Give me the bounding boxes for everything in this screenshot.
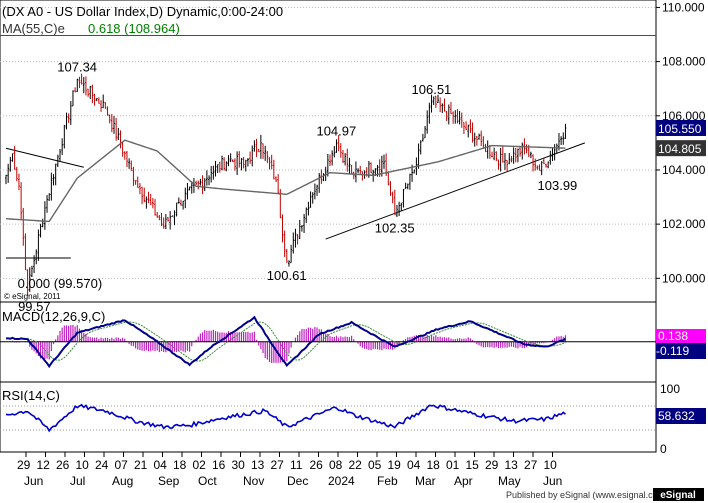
footer-text: Published by eSignal (www.esignal.com): [506, 490, 668, 500]
price-annotations: 107.34 106.51 104.97 102.35 100.61 103.99 0.00…: [18, 59, 578, 313]
x-day-label: 10: [544, 458, 558, 472]
esignal-logo: [653, 488, 704, 501]
x-day-label: 11: [290, 458, 303, 472]
x-day-label: 24: [95, 458, 109, 472]
ma-line: [5, 139, 566, 223]
rsi-value-tag: 58.632: [656, 408, 706, 424]
esignal-logo-text: eSignal: [660, 490, 696, 501]
rsi-grid: [0, 405, 656, 431]
rsi-panel: [0, 381, 657, 453]
x-day-label: 26: [310, 458, 324, 472]
macd-title: MACD(12,26,9,C): [2, 309, 105, 324]
price-y-grid: [0, 6, 656, 279]
x-month-label: Jun: [24, 474, 43, 488]
trendline: [5, 147, 84, 168]
x-day-label: 04: [407, 458, 421, 472]
macd-tag-bg: [656, 329, 706, 343]
x-month-label: Nov: [243, 474, 264, 488]
candlesticks: [5, 73, 567, 296]
x-month-label: Jul: [70, 474, 85, 488]
x-day-label: 04: [154, 458, 168, 472]
x-month-label: Jun: [543, 474, 562, 488]
x-day-label: 12: [37, 458, 51, 472]
x-day-label: 08: [329, 458, 343, 472]
chart-title: (DX A0 - US Dollar Index,D) Dynamic,0:00…: [2, 4, 283, 19]
rsi-tag-bg: [656, 408, 706, 424]
x-month-label: Feb: [377, 474, 398, 488]
x-axis: 29 12 26 10 24 07 21 04 18 02 16 30 13 27 11 26 08 22 05 19…: [17, 452, 562, 488]
macd-signal-tag-bg: [656, 343, 706, 359]
price-tick-label: 100.000: [662, 271, 706, 285]
x-day-label: 15: [466, 458, 480, 472]
price-value-tags: 105.550 104.805: [656, 119, 706, 157]
price-annotation: 100.61: [267, 268, 307, 283]
x-day-label: 02: [193, 458, 207, 472]
price-tick-label: 104.000: [662, 163, 706, 177]
x-month-label: Apr: [454, 474, 473, 488]
x-day-label: 27: [271, 458, 285, 472]
price-y-axis: 100.000 102.000 104.000 106.000 108.000 110.0…: [656, 0, 706, 285]
rsi-tick-label: 0: [660, 442, 667, 456]
x-day-label: 18: [427, 458, 441, 472]
x-day-label: 21: [134, 458, 148, 472]
macd-value-label: 0.138: [658, 329, 688, 343]
fib-label: 0.618 (108.964): [88, 21, 180, 36]
x-month-label: Oct: [198, 474, 217, 488]
x-day-label: 13: [251, 458, 265, 472]
ma-value-tag: 104.805: [658, 142, 702, 156]
trendline: [325, 142, 586, 240]
x-month-label: Sep: [158, 474, 180, 488]
x-day-label: 30: [232, 458, 246, 472]
x-day-label: 13: [505, 458, 519, 472]
rsi-tick-label: 100: [660, 382, 680, 396]
rsi-title: RSI(14,C): [2, 388, 60, 403]
x-month-label: Mar: [415, 474, 436, 488]
x-day-label: 10: [76, 458, 90, 472]
macd-value-tags: 0.138-0.119: [656, 329, 706, 359]
x-day-label: 01: [446, 458, 460, 472]
price-annotation: 0.000 (99.570): [18, 276, 103, 291]
x-month-label: Dec: [287, 474, 308, 488]
macd-signal-line: [5, 321, 566, 362]
x-day-label: 18: [173, 458, 187, 472]
ma-indicator-label: MA(55,C)e: [2, 21, 65, 36]
price-tick-label: 108.000: [662, 55, 706, 69]
x-day-label: 29: [17, 458, 31, 472]
price-tick-label: 102.000: [662, 217, 706, 231]
price-annotation: 107.34: [57, 59, 97, 74]
x-day-label: 26: [56, 458, 70, 472]
copyright-text: © eSignal, 2011: [4, 292, 61, 301]
price-tick-label: 110.000: [662, 0, 705, 14]
price-annotation: 103.99: [538, 178, 578, 193]
x-day-label: 05: [368, 458, 382, 472]
x-month-label: May: [498, 474, 521, 488]
x-day-label: 16: [212, 458, 226, 472]
price-annotation: 106.51: [412, 82, 452, 97]
price-annotation: 104.97: [316, 124, 356, 139]
price-panel: [0, 0, 657, 303]
rsi-line: [5, 403, 566, 433]
x-day-label: 22: [349, 458, 363, 472]
macd-signal-value-label: -0.119: [656, 344, 689, 358]
x-day-label: 19: [388, 458, 402, 472]
x-month-label: Aug: [112, 474, 133, 488]
last-price-tag-bg: [656, 119, 706, 136]
x-day-label: 27: [524, 458, 538, 472]
x-day-label: 29: [485, 458, 499, 472]
macd-line: [5, 315, 567, 369]
rsi-value-label: 58.632: [658, 409, 695, 423]
price-annotation: 99.57: [18, 299, 51, 314]
x-day-label: 07: [115, 458, 129, 472]
ma-value-tag-bg: [656, 140, 706, 157]
last-price-tag: 105.550: [658, 122, 702, 136]
x-month-label: 2024: [328, 474, 355, 488]
price-annotation: 102.35: [375, 221, 415, 236]
price-tick-label: 106.000: [662, 109, 706, 123]
